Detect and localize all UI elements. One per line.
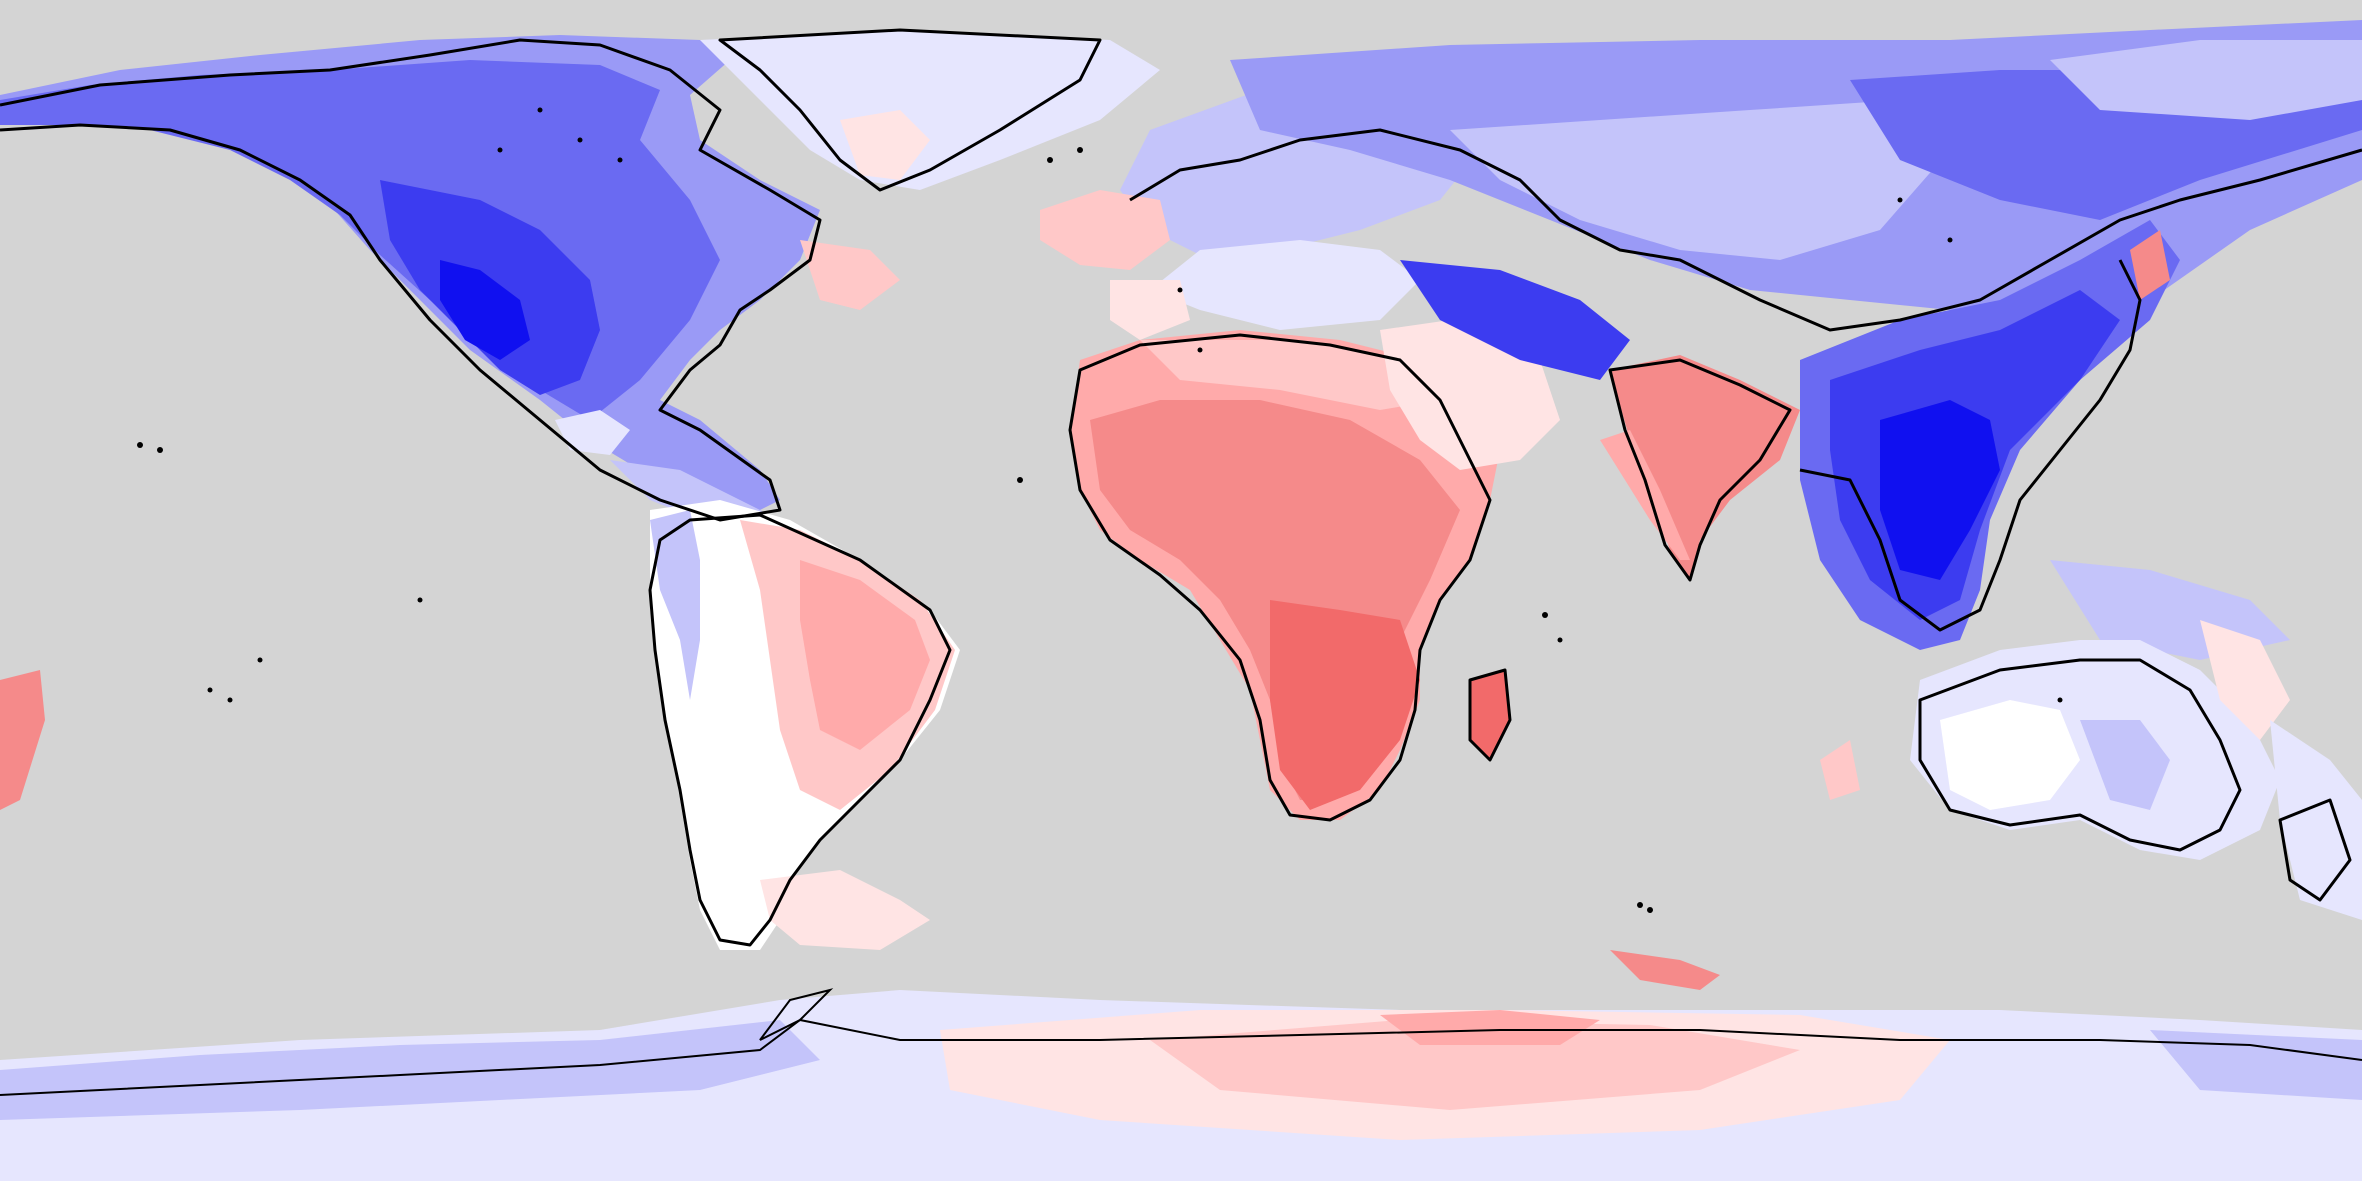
- region-south-america: [650, 500, 960, 950]
- region-australia: [1910, 620, 2362, 920]
- region-greenland: [700, 30, 1160, 190]
- island-dots: [137, 107, 2063, 913]
- region-africa: [1070, 330, 1510, 820]
- anomaly-patches: [0, 230, 2170, 990]
- region-north-america: [0, 35, 900, 540]
- region-antarctica: [0, 990, 2362, 1181]
- coastlines: [0, 28, 2362, 1096]
- region-europe: [1040, 90, 1480, 340]
- region-east-asia: [1800, 220, 2290, 660]
- region-india: [1600, 355, 1800, 580]
